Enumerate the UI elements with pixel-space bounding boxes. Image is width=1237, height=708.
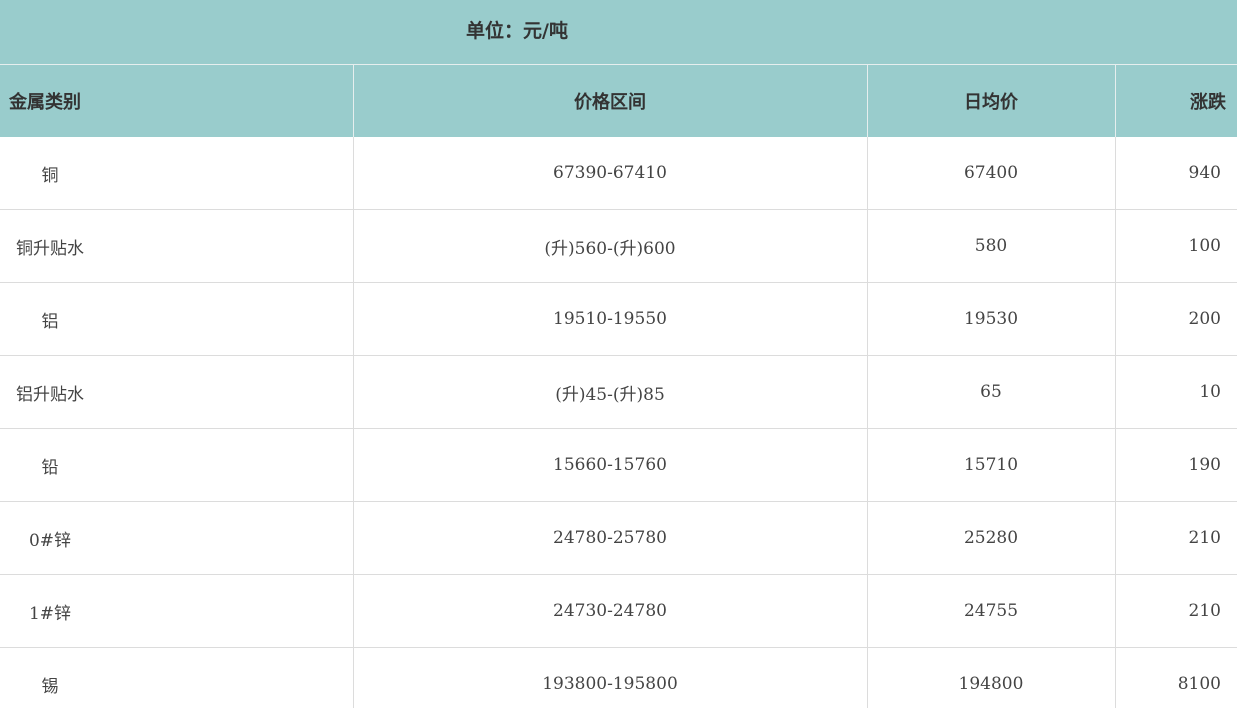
metal-name: 铝升贴水 [16,384,84,405]
metal-name: 铜升贴水 [16,238,84,259]
table-cell: 锡 [0,647,354,708]
table-cell: 210 [1115,501,1237,575]
table-row: 铝升贴水 (升)45-(升)85 65 10 [0,355,1237,429]
table-cell: 铅 [0,428,354,502]
table-cell: 200 [1115,282,1237,356]
metal-name: 锡 [41,676,59,697]
header-cell: 价格区间 [353,65,868,137]
table-cell: 190 [1115,428,1237,502]
table-cell: 24730-24780 [353,574,868,648]
table-cell: 铜升贴水 [0,209,354,283]
table-cell: 8100 [1115,647,1237,708]
table-cell: 67390-67410 [353,137,868,210]
header-cell: 金属类别 [0,65,354,137]
table-cell: 65 [867,355,1116,429]
table-cell: 铝 [0,282,354,356]
table-cell: 25280 [867,501,1116,575]
table-cell: 210 [1115,574,1237,648]
unit-label: 单位：元/吨 [466,20,568,42]
table-body: 铜 67390-67410 67400 940 铜升贴水 (升)560-(升)600 580… [0,137,1237,708]
table-cell: (升)560-(升)600 [353,209,868,283]
table-cell: 1#锌 [0,574,354,648]
table-row: 铜升贴水 (升)560-(升)600 580 100 [0,209,1237,283]
table-row: 铅 15660-15760 15710 190 [0,428,1237,502]
table-cell: 19510-19550 [353,282,868,356]
table-cell: 24780-25780 [353,501,868,575]
table-cell: (升)45-(升)85 [353,355,868,429]
table-cell: 15660-15760 [353,428,868,502]
table-cell: 10 [1115,355,1237,429]
metal-name: 铝 [41,311,59,332]
header-cell: 日均价 [867,65,1116,137]
table-cell: 194800 [867,647,1116,708]
table-cell: 67400 [867,137,1116,210]
table-cell: 铝升贴水 [0,355,354,429]
metal-name: 铅 [41,457,59,478]
table-cell: 193800-195800 [353,647,868,708]
table-cell: 940 [1115,137,1237,210]
table-row: 锡 193800-195800 194800 8100 [0,647,1237,708]
table-cell: 100 [1115,209,1237,283]
metal-name: 1#锌 [28,603,72,624]
table-cell: 580 [867,209,1116,283]
metal-name: 铜 [41,165,59,186]
table-cell: 0#锌 [0,501,354,575]
banner: 单位：元/吨 [0,0,1237,65]
metal-name: 0#锌 [28,530,72,551]
price-table: 金属类别 价格区间 日均价 涨跌 铜 67390-67410 67400 940 铜升贴水 (升… [0,65,1237,708]
table-cell: 24755 [867,574,1116,648]
table-cell: 铜 [0,137,354,210]
header-cell: 涨跌 [1190,92,1226,113]
table-row: 1#锌 24730-24780 24755 210 [0,574,1237,648]
table-cell: 19530 [867,282,1116,356]
table-row: 0#锌 24780-25780 25280 210 [0,501,1237,575]
table-row: 铜 67390-67410 67400 940 [0,137,1237,210]
table-cell: 15710 [867,428,1116,502]
header-row: 金属类别 价格区间 日均价 涨跌 [0,65,1237,137]
table-row: 铝 19510-19550 19530 200 [0,282,1237,356]
